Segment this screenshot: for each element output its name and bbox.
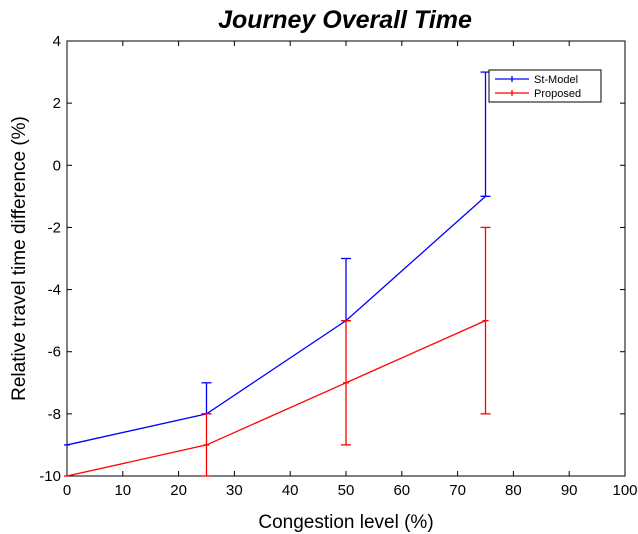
x-tick-label: 10 (114, 482, 131, 499)
x-axis-label: Congestion level (%) (258, 512, 433, 533)
y-axis-label: Relative travel time difference (%) (9, 116, 30, 401)
series-layer (64, 71, 491, 477)
y-tick-label: -4 (48, 282, 61, 299)
y-tick-label: -10 (39, 468, 61, 485)
x-tick-label: 80 (505, 482, 522, 499)
chart-title: Journey Overall Time (218, 6, 472, 34)
y-tick-label: -6 (48, 344, 61, 361)
x-tick-label: 100 (612, 482, 637, 499)
y-tick-label: 4 (53, 33, 61, 50)
x-tick-label: 20 (170, 482, 187, 499)
x-tick-label: 40 (282, 482, 299, 499)
axes: 0 10 20 30 40 50 60 70 80 90 100 -10 -8 -6 -4 -2 0 2 4 (39, 33, 637, 499)
legend-label-proposed: Proposed (534, 88, 581, 100)
x-tick-label: 60 (393, 482, 410, 499)
y-tick-label: 0 (53, 157, 61, 174)
series-line-st-model (66, 195, 486, 446)
y-tick-label: -2 (48, 219, 61, 236)
x-tick-label: 70 (449, 482, 466, 499)
x-tick-label: 90 (561, 482, 578, 499)
y-tick-label: -8 (48, 406, 61, 423)
legend: St-Model Proposed (488, 69, 602, 103)
y-tick-label: 2 (53, 95, 61, 112)
x-tick-label: 50 (338, 482, 355, 499)
series-line-proposed (66, 320, 486, 477)
x-tick-label: 0 (63, 482, 71, 499)
x-tick-label: 30 (226, 482, 243, 499)
legend-box (488, 69, 602, 103)
legend-label-st-model: St-Model (534, 74, 578, 86)
